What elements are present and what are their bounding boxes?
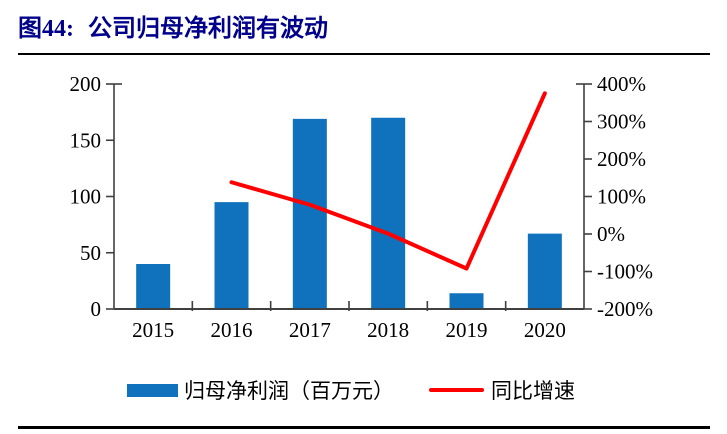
svg-text:0%: 0% xyxy=(597,222,625,246)
line-legend-swatch xyxy=(429,388,484,392)
svg-text:0: 0 xyxy=(91,297,102,321)
chart-legend: 归母净利润（百万元） 同比增速 xyxy=(127,375,575,405)
svg-text:-100%: -100% xyxy=(597,260,653,284)
svg-text:2020: 2020 xyxy=(524,318,566,342)
figure-number: 图44: xyxy=(18,16,74,42)
title-divider xyxy=(18,53,710,55)
svg-text:2017: 2017 xyxy=(289,318,331,342)
svg-text:300%: 300% xyxy=(597,110,646,134)
svg-text:200%: 200% xyxy=(597,147,646,171)
bar-legend-label: 归母净利润（百万元） xyxy=(184,379,394,403)
svg-text:200: 200 xyxy=(70,72,102,96)
figure-title-text: 公司归母净利润有波动 xyxy=(88,16,328,42)
svg-text:2018: 2018 xyxy=(367,318,409,342)
figure-title: 图44: 公司归母净利润有波动 xyxy=(18,8,328,43)
svg-text:50: 50 xyxy=(80,241,101,265)
svg-text:400%: 400% xyxy=(597,72,646,96)
bar-legend-swatch xyxy=(127,383,178,397)
svg-text:2019: 2019 xyxy=(446,318,488,342)
line-legend-label: 同比增速 xyxy=(491,379,575,403)
svg-text:150: 150 xyxy=(70,128,102,152)
bottom-divider xyxy=(18,426,710,429)
svg-text:2016: 2016 xyxy=(211,318,253,342)
svg-text:-200%: -200% xyxy=(597,297,653,321)
svg-text:2015: 2015 xyxy=(132,318,174,342)
svg-text:100: 100 xyxy=(70,185,102,209)
svg-text:100%: 100% xyxy=(597,185,646,209)
